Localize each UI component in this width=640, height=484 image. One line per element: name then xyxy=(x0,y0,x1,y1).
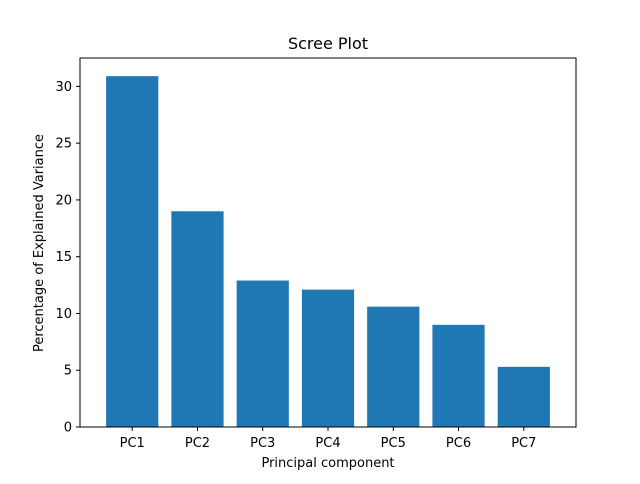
bar-pc4 xyxy=(301,289,355,427)
y-tick-label: 25 xyxy=(55,137,72,152)
y-axis: 0 5 10 15 20 25 30 xyxy=(55,80,80,436)
y-axis-label: Percentage of Explained Variance xyxy=(32,134,47,352)
y-tick-label: 20 xyxy=(55,193,72,208)
bar-pc3 xyxy=(236,280,289,427)
chart-title: Scree Plot xyxy=(288,34,368,53)
bar-pc2 xyxy=(171,211,224,427)
y-tick-label: 5 xyxy=(64,364,72,379)
y-tick-label: 10 xyxy=(55,307,72,322)
bars-group xyxy=(106,76,550,428)
y-tick-label: 0 xyxy=(64,421,72,436)
plot-frame xyxy=(79,57,577,428)
y-tick-label: 15 xyxy=(55,250,72,265)
bar-pc6 xyxy=(432,324,485,427)
y-tick-label: 30 xyxy=(55,80,72,95)
bar-pc1 xyxy=(106,76,159,428)
x-tick-label: PC4 xyxy=(315,436,340,451)
x-tick-label: PC7 xyxy=(511,436,536,451)
x-tick-label: PC1 xyxy=(120,436,145,451)
x-tick-label: PC6 xyxy=(446,436,471,451)
x-tick-label: PC2 xyxy=(185,436,210,451)
x-axis: PC1 PC2 PC3 PC4 PC5 PC6 PC7 xyxy=(120,427,536,451)
x-tick-label: PC3 xyxy=(250,436,275,451)
bar-pc7 xyxy=(497,366,550,427)
x-tick-label: PC5 xyxy=(381,436,406,451)
x-axis-label: Principal component xyxy=(261,456,394,471)
bar-pc5 xyxy=(367,306,420,427)
